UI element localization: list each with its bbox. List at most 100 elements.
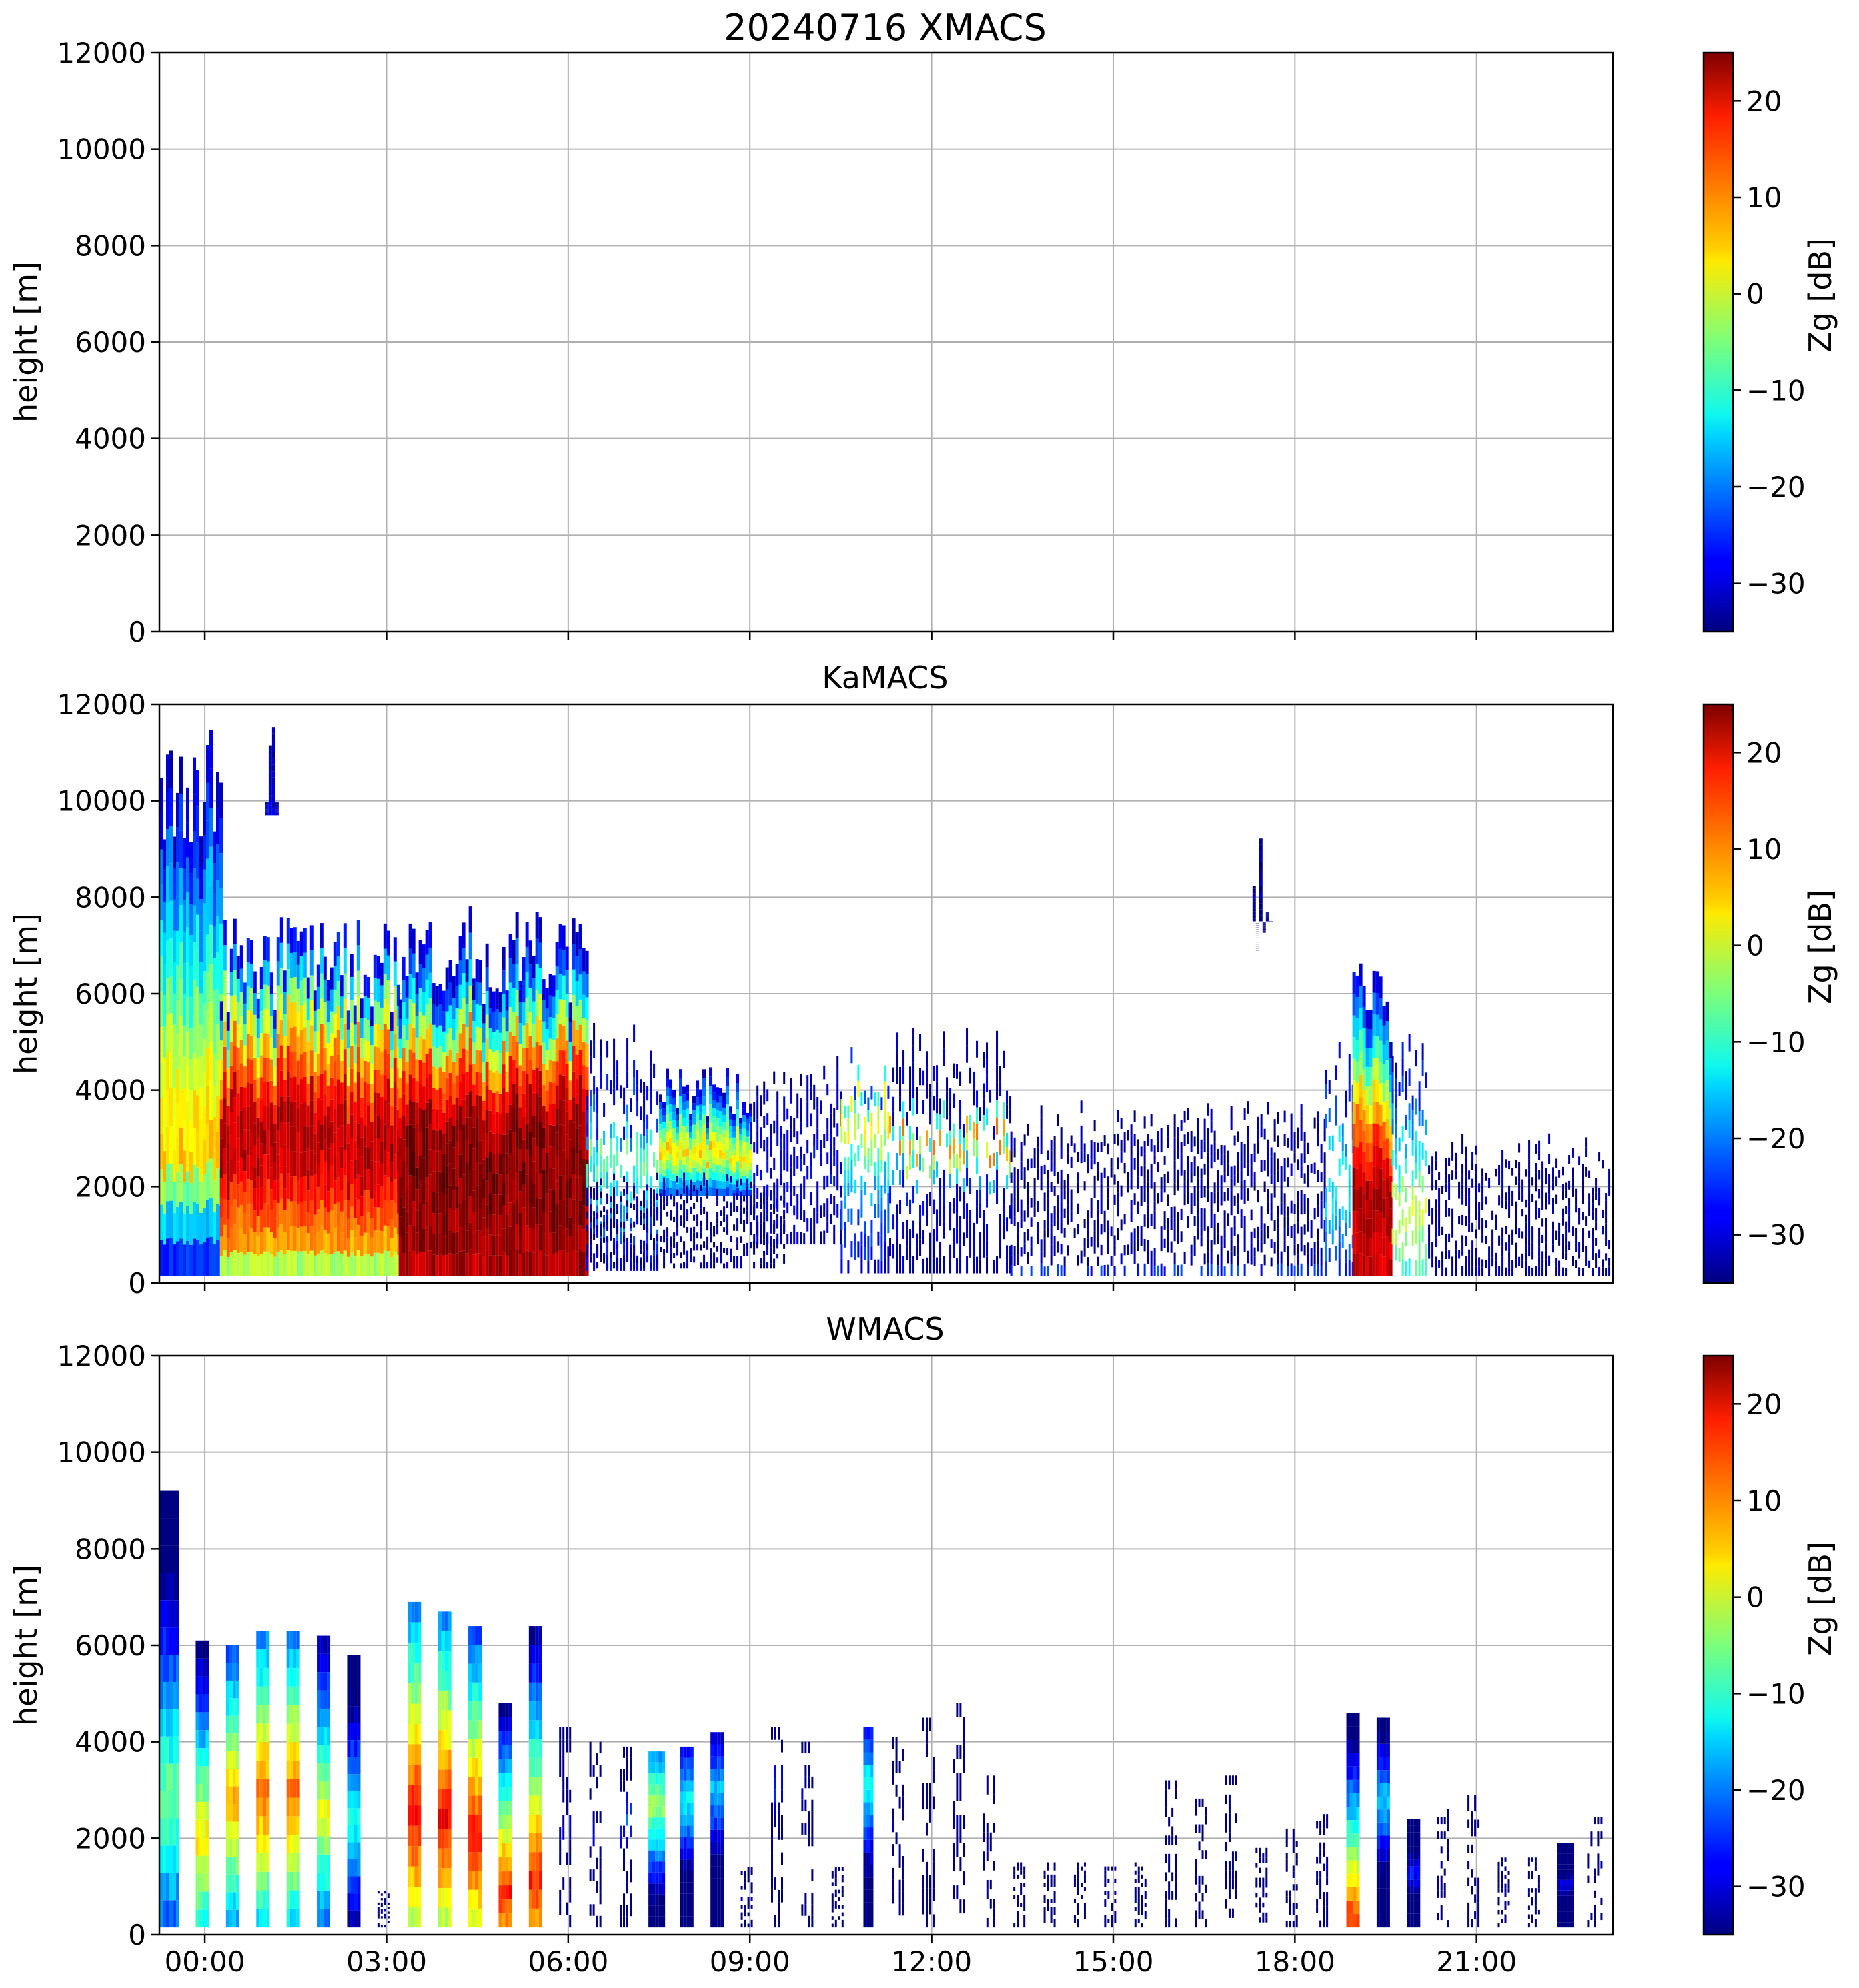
reflectivity-cell [1359, 1052, 1363, 1075]
reflectivity-cell [518, 1191, 522, 1213]
reflectivity-cell [223, 1199, 227, 1225]
reflectivity-cell [800, 1159, 802, 1172]
reflectivity-cell [233, 1020, 237, 1046]
reflectivity-cell [223, 1072, 227, 1098]
reflectivity-cell [1173, 1126, 1176, 1138]
reflectivity-cell [630, 1238, 632, 1244]
reflectivity-cell [1090, 1237, 1093, 1247]
reflectivity-cell [219, 1216, 223, 1237]
reflectivity-cell [1421, 1209, 1424, 1226]
reflectivity-cell [1100, 1183, 1103, 1194]
reflectivity-cell [590, 1056, 592, 1074]
reflectivity-cell [1137, 1139, 1139, 1152]
reflectivity-cell [659, 1094, 663, 1102]
reflectivity-cell [899, 1170, 902, 1185]
reflectivity-cell [1398, 1082, 1401, 1096]
reflectivity-cell [1240, 1209, 1243, 1219]
reflectivity-cell [346, 1048, 350, 1068]
reflectivity-cell [1203, 1208, 1206, 1220]
reflectivity-cell [933, 1170, 935, 1185]
reflectivity-cell [495, 988, 499, 1010]
reflectivity-cell [673, 1196, 676, 1202]
reflectivity-cell [603, 1172, 606, 1187]
reflectivity-cell [346, 1181, 350, 1200]
reflectivity-cell [877, 1189, 880, 1204]
reflectivity-cell [1257, 1141, 1259, 1154]
reflectivity-cell [396, 1151, 400, 1172]
reflectivity-cell [1243, 1192, 1246, 1204]
reflectivity-cell [568, 1041, 572, 1062]
reflectivity-cell [279, 1070, 283, 1097]
reflectivity-cell [475, 1072, 479, 1095]
reflectivity-cell [193, 1016, 196, 1054]
reflectivity-cell [610, 1230, 612, 1236]
reflectivity-cell [189, 1214, 193, 1245]
reflectivity-cell [1083, 1143, 1086, 1153]
reflectivity-cell [1263, 1160, 1266, 1171]
reflectivity-cell [163, 1182, 166, 1214]
reflectivity-cell [243, 1171, 247, 1192]
reflectivity-cell [415, 1080, 419, 1103]
reflectivity-cell [1501, 1179, 1504, 1189]
reflectivity-cell [712, 1108, 716, 1117]
reflectivity-cell [350, 1160, 354, 1184]
reflectivity-cell [186, 857, 189, 892]
reflectivity-cell [1117, 1133, 1119, 1146]
reflectivity-cell [646, 1171, 649, 1186]
reflectivity-cell [1365, 1028, 1369, 1048]
reflectivity-cell [626, 1188, 629, 1195]
reflectivity-cell [1525, 1260, 1527, 1268]
reflectivity-cell [186, 822, 189, 858]
reflectivity-cell [699, 1173, 703, 1181]
reflectivity-cell [273, 1238, 277, 1257]
reflectivity-cell [495, 1029, 499, 1050]
reflectivity-cell [739, 1128, 743, 1135]
reflectivity-cell [1010, 1255, 1013, 1266]
reflectivity-cell [565, 1182, 569, 1206]
reflectivity-cell [306, 1169, 310, 1191]
reflectivity-cell [236, 1184, 240, 1208]
reflectivity-cell [1348, 1244, 1351, 1260]
reflectivity-cell [956, 1064, 959, 1079]
reflectivity-cell [216, 1024, 219, 1060]
reflectivity-cell [1013, 1256, 1016, 1266]
reflectivity-cell [163, 901, 166, 933]
reflectivity-cell [289, 1151, 293, 1177]
reflectivity-cell [428, 1099, 432, 1124]
reflectivity-cell [600, 1210, 602, 1218]
reflectivity-cell [896, 1152, 898, 1170]
reflectivity-cell [676, 1183, 680, 1190]
reflectivity-cell [1448, 1250, 1451, 1259]
reflectivity-cell [1227, 1213, 1229, 1226]
reflectivity-cell [586, 1224, 589, 1232]
reflectivity-cell [555, 942, 559, 966]
reflectivity-cell [1498, 1235, 1501, 1246]
reflectivity-cell [525, 921, 529, 947]
reflectivity-cell [1150, 1176, 1153, 1189]
reflectivity-cell [376, 956, 380, 979]
reflectivity-cell [1017, 1190, 1019, 1202]
reflectivity-cell [743, 1219, 746, 1226]
reflectivity-cell [1097, 1256, 1099, 1266]
reflectivity-cell [1240, 1152, 1243, 1162]
reflectivity-cell [749, 1143, 753, 1150]
reflectivity-cell [363, 1104, 367, 1126]
reflectivity-cell [653, 1207, 656, 1214]
reflectivity-cell [1525, 1238, 1527, 1246]
reflectivity-cell [438, 1067, 442, 1088]
reflectivity-cell [259, 1099, 263, 1122]
reflectivity-cell [616, 1150, 619, 1166]
reflectivity-cell [676, 1164, 680, 1172]
reflectivity-cell [189, 1028, 193, 1060]
reflectivity-cell [726, 1114, 730, 1123]
reflectivity-cell [1100, 1224, 1103, 1235]
reflectivity-cell [169, 1013, 173, 1051]
reflectivity-cell [1230, 1106, 1233, 1118]
reflectivity-cell [1037, 1136, 1039, 1148]
reflectivity-cell [233, 1148, 237, 1174]
reflectivity-cell [562, 1226, 566, 1251]
reflectivity-cell [276, 1130, 280, 1155]
reflectivity-cell [502, 1111, 506, 1135]
reflectivity-cell [286, 1046, 290, 1072]
reflectivity-cell [323, 1207, 327, 1230]
